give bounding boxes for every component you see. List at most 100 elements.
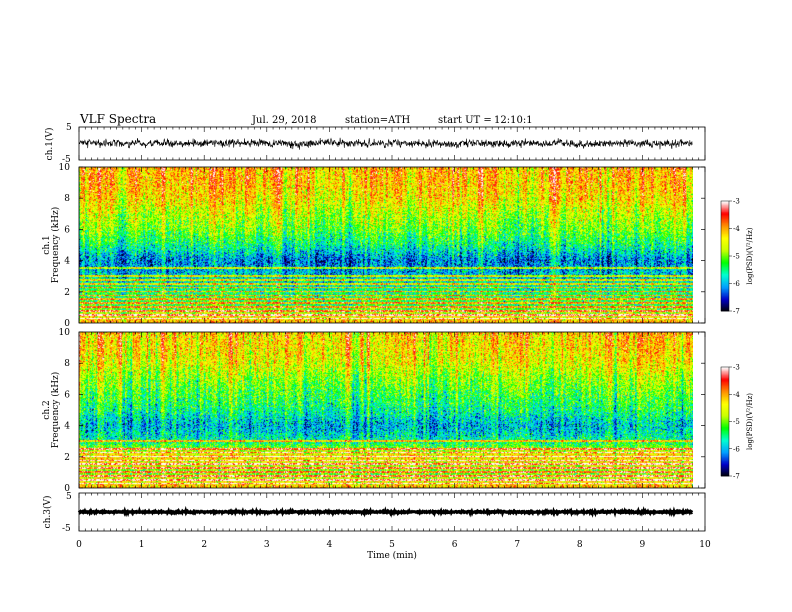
ch2-spec-ylabel-frequency: Frequency (kHz) bbox=[50, 372, 61, 449]
ch1-colorbar-swatch bbox=[721, 272, 729, 275]
ch2-colorbar-swatch bbox=[721, 377, 729, 380]
ch1-colorbar-swatch bbox=[721, 249, 729, 251]
ch1-colorbar-swatch bbox=[721, 220, 729, 223]
ch2-colorbar-swatch bbox=[721, 368, 729, 371]
ch1-colorbar-swatch bbox=[721, 227, 729, 229]
ch1-colorbar-swatch bbox=[721, 309, 729, 312]
ch3-wave-ylabel: ch.3(V) bbox=[42, 496, 53, 529]
x-tick-label-7: 7 bbox=[514, 540, 520, 550]
ch2-colorbar-swatch bbox=[721, 380, 729, 383]
ch1-colorbar-swatch bbox=[721, 275, 729, 278]
ch1-colorbar-swatch bbox=[721, 257, 729, 260]
ch1-colorbar-swatch bbox=[721, 254, 729, 257]
ch2-spec-ytick-10: 10 bbox=[59, 328, 71, 338]
ch2-spectrogram-yticks: 0 2 4 6 8 10 bbox=[59, 328, 705, 494]
ch1-colorbar-swatch bbox=[721, 300, 729, 302]
ch1-colorbar-swatch bbox=[721, 213, 729, 216]
ch1-waveform-panel: 5 -5 ch.1(V) bbox=[44, 123, 706, 165]
ch1-colorbar-swatch bbox=[721, 282, 729, 284]
ch1-colorbar-swatch bbox=[721, 286, 729, 289]
ch1-colorbar-swatch bbox=[721, 297, 729, 300]
header-date: Jul. 29, 2018 bbox=[251, 115, 317, 126]
ch1-colorbar-swatch bbox=[721, 269, 729, 272]
ch1-colorbar-swatch bbox=[721, 214, 729, 217]
ch2-colorbar-swatch bbox=[721, 387, 729, 390]
ch2-colorbar-swatch bbox=[721, 462, 729, 465]
ch1-colorbar-swatch bbox=[721, 228, 729, 231]
ch1-colorbar-swatch bbox=[721, 279, 729, 282]
ch2-colorbar-swatch bbox=[721, 414, 729, 417]
ch2-colorbar-swatch bbox=[721, 417, 729, 420]
ch1-colorbar-swatch bbox=[721, 280, 729, 283]
ch1-colorbar-swatch bbox=[721, 238, 729, 240]
ch1-colorbar-swatch bbox=[721, 298, 729, 301]
ch1-colorbar-swatch bbox=[721, 294, 729, 297]
ch1-colorbar-swatch bbox=[721, 232, 729, 235]
ch2-colorbar-swatch bbox=[721, 473, 729, 476]
ch1-colorbar-swatch bbox=[721, 261, 729, 264]
figure-title: VLF Spectra bbox=[79, 112, 156, 126]
ch2-colorbar-swatch bbox=[721, 405, 729, 407]
ch2-colorbar-swatch bbox=[721, 463, 729, 466]
ch1-colorbar-swatch bbox=[721, 234, 729, 236]
ch2-colorbar-swatch bbox=[721, 461, 729, 463]
ch2-spec-ytick-0: 0 bbox=[64, 484, 70, 494]
ch1-colorbar-swatch bbox=[721, 262, 729, 265]
ch2-colorbar-swatch bbox=[721, 410, 729, 413]
ch2-colorbar-swatch bbox=[721, 401, 729, 403]
ch2-colorbar-swatch bbox=[721, 390, 729, 392]
ch1-spec-ytick-2: 2 bbox=[64, 288, 70, 298]
ch2-colorbar-swatch bbox=[721, 469, 729, 471]
ch2-colorbar-swatch bbox=[721, 367, 729, 369]
ch1-colorbar-swatch bbox=[721, 253, 729, 256]
ch2-colorbar-tick--6: -6 bbox=[733, 445, 740, 453]
ch2-colorbar-swatch bbox=[721, 373, 729, 376]
ch2-colorbar-swatch bbox=[721, 451, 729, 454]
ch1-colorbar-swatch bbox=[721, 236, 729, 239]
ch1-colorbar-swatch bbox=[721, 203, 729, 206]
ch1-colorbar-swatch bbox=[721, 287, 729, 290]
ch1-colorbar-swatch bbox=[721, 216, 729, 218]
ch2-colorbar-swatch bbox=[721, 421, 729, 424]
ch2-colorbar-swatch bbox=[721, 372, 729, 375]
ch1-colorbar-swatch bbox=[721, 283, 729, 286]
ch1-colorbar-swatch bbox=[721, 284, 729, 287]
ch1-colorbar-swatch bbox=[721, 243, 729, 246]
ch2-colorbar-swatch bbox=[721, 369, 729, 372]
ch2-colorbar-swatch bbox=[721, 446, 729, 448]
ch2-spec-ytick-6: 6 bbox=[64, 390, 70, 400]
ch1-colorbar-swatch bbox=[721, 306, 729, 309]
x-tick-label-3: 3 bbox=[264, 540, 270, 550]
ch1-spec-ytick-4: 4 bbox=[64, 257, 70, 267]
ch2-colorbar-label: log(PSD)(V²/Hz) bbox=[746, 393, 754, 450]
ch1-colorbar-swatch bbox=[721, 267, 729, 269]
ch2-colorbar-swatch bbox=[721, 376, 729, 379]
ch2-colorbar-swatch bbox=[721, 436, 729, 439]
ch1-spectrogram-image bbox=[79, 167, 693, 323]
ch2-colorbar-swatch bbox=[721, 474, 729, 477]
ch1-colorbar-swatch bbox=[721, 256, 729, 258]
ch1-colorbar-swatch bbox=[721, 207, 729, 210]
ch1-wave-ytick-bottom: -5 bbox=[62, 155, 71, 165]
ch2-colorbar-swatch bbox=[721, 402, 729, 405]
ch2-colorbar-swatch bbox=[721, 444, 729, 447]
ch2-spec-ytick-2: 2 bbox=[64, 453, 70, 463]
ch2-colorbar-swatch bbox=[721, 411, 729, 414]
ch1-colorbar-swatch bbox=[721, 265, 729, 268]
ch1-colorbar-swatch bbox=[721, 308, 729, 311]
ch1-spec-ytick-6: 6 bbox=[64, 225, 70, 235]
x-tick-label-1: 1 bbox=[139, 540, 145, 550]
header-station: station=ATH bbox=[345, 115, 411, 126]
ch1-colorbar-swatch bbox=[721, 295, 729, 298]
ch2-colorbar-swatch bbox=[721, 450, 729, 452]
ch1-spec-ytick-8: 8 bbox=[64, 194, 70, 204]
ch3-waveform-trace bbox=[77, 505, 694, 518]
ch2-colorbar-swatch bbox=[721, 454, 729, 456]
ch1-colorbar-swatch bbox=[721, 239, 729, 242]
ch1-colorbar-swatch bbox=[721, 291, 729, 294]
ch1-colorbar-swatch bbox=[721, 235, 729, 238]
ch1-colorbar-swatch bbox=[721, 212, 729, 214]
ch2-colorbar-swatch bbox=[721, 439, 729, 441]
x-tick-label-5: 5 bbox=[389, 540, 395, 550]
